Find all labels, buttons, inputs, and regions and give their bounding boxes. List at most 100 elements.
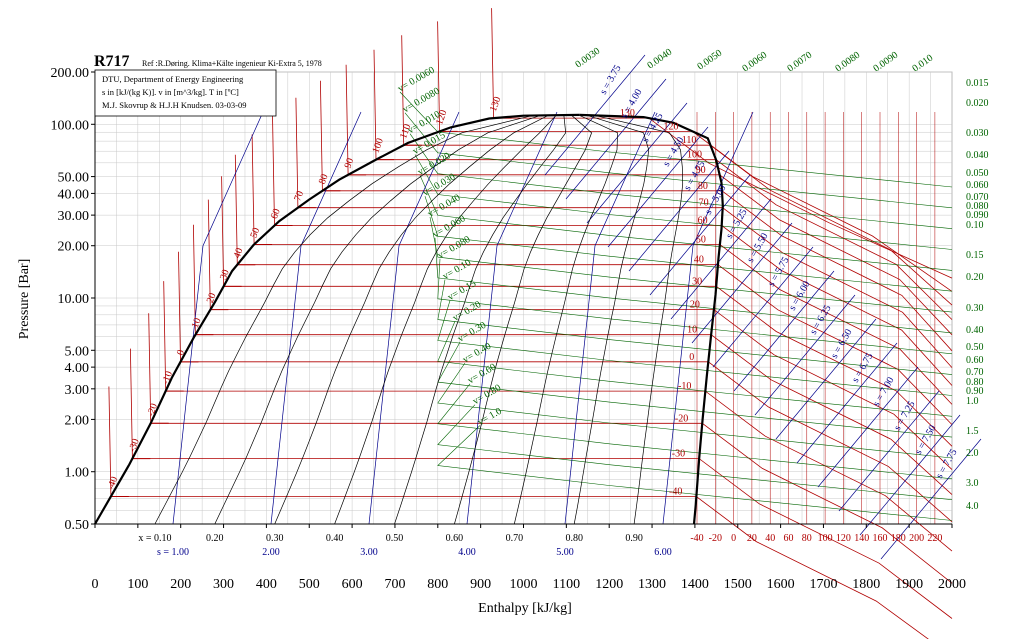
- isochore-top-label: 0.0030: [573, 46, 602, 71]
- isentrope-label: 5.00: [556, 547, 574, 558]
- isotherm-line: [272, 115, 953, 386]
- isochore-top-label: 0.010: [910, 53, 935, 75]
- isochore-edge-label: 0.20: [966, 272, 984, 283]
- isentrope-line: [172, 111, 264, 525]
- isochore-edge-label: 4.0: [966, 501, 979, 512]
- chart-title: R717: [94, 53, 130, 70]
- y-tick-label: 200.00: [51, 66, 90, 81]
- y-tick-label: 1.00: [65, 466, 90, 481]
- isochore-line: [424, 196, 953, 292]
- quality-line: [596, 115, 684, 525]
- isochore-line: [434, 237, 953, 334]
- isentrope-line: [466, 111, 558, 525]
- quality-line: [394, 115, 567, 525]
- info-box: [94, 69, 277, 117]
- y-tick-label: 0.50: [65, 518, 90, 533]
- isochore-top-label: 0.0050: [695, 48, 724, 73]
- quality-line: [154, 115, 532, 525]
- isotherm-label-liquid: 0: [175, 348, 187, 356]
- isentrope-superheat-line: [859, 414, 961, 536]
- y-tick-label: 100.00: [51, 118, 90, 133]
- x-tick-label: 1800: [852, 577, 880, 592]
- isotherm-line: [345, 64, 953, 336]
- isochore-edge-label: 0.050: [966, 168, 989, 179]
- saturated-vapor-line: [579, 113, 724, 525]
- isentrope-superheat-line: [712, 246, 814, 368]
- grid: [94, 71, 953, 525]
- isochore-edge-label: 0.30: [966, 303, 984, 314]
- isentrope-superheat-line: [607, 126, 709, 248]
- isochore-line: [437, 258, 953, 355]
- quality-label: 0.80: [565, 533, 583, 544]
- isotherm-label-liquid: 100: [370, 137, 385, 155]
- isochore-top-label: 0.0040: [645, 47, 674, 72]
- isochore-edge-label: 1.5: [966, 426, 979, 437]
- superheat-isotherm-label: 40: [765, 533, 775, 544]
- isotherm-label-liquid: 50: [249, 226, 263, 239]
- isotherm-label-liquid: 90: [343, 157, 357, 170]
- isotherm-label-vapor: 50: [696, 234, 706, 245]
- isotherm-label-liquid: 30: [218, 268, 232, 281]
- isotherm-label-liquid: 40: [232, 247, 246, 260]
- isotherm-label-liquid: 80: [317, 173, 331, 186]
- isochore-edge-label: 0.015: [966, 78, 989, 89]
- superheat-isotherm-label: 180: [891, 533, 906, 544]
- isochore-edge-label: 0.60: [966, 355, 984, 366]
- isotherm-label-liquid: -40: [105, 475, 120, 491]
- isochore-line: [437, 425, 953, 521]
- isotherm-label-liquid: 60: [269, 207, 283, 220]
- isochore-line: [429, 217, 953, 313]
- quality-label: 0.20: [206, 533, 224, 544]
- isochore-label: v= 0.80: [471, 382, 503, 407]
- isentrope-superheat-label: s = 3.75: [598, 63, 624, 96]
- isochore-line: [437, 300, 953, 396]
- quality-line: [573, 115, 650, 525]
- quality-line: [513, 115, 618, 525]
- y-tick-label: 3.00: [65, 383, 90, 398]
- isotherm-line: [373, 49, 953, 320]
- y-axis-label: Pressure [Bar]: [17, 259, 32, 339]
- superheat-isotherm-label: 80: [802, 533, 812, 544]
- superheat-isotherm-label: 120: [836, 533, 851, 544]
- isochore-edge-label: 0.90: [966, 386, 984, 397]
- isentrope-superheat-label: s = 4.50: [661, 135, 687, 168]
- isentrope-superheat-line: [775, 318, 877, 440]
- isochore-line: [409, 133, 953, 229]
- quality-label: 0.90: [625, 533, 643, 544]
- isotherm-line: [234, 154, 953, 425]
- isotherm-label-vapor: 100: [687, 150, 702, 161]
- isotherm-line: [148, 313, 953, 584]
- isochore-edge-label: 0.080: [966, 201, 989, 212]
- isotherm-label-liquid: -10: [160, 370, 175, 386]
- isotherm-label-liquid: 130: [488, 95, 503, 113]
- isotherm-line: [130, 348, 953, 619]
- isentrope-superheat-line: [796, 342, 898, 464]
- isentrope-label: 3.00: [360, 547, 378, 558]
- isotherm-label-liquid: 20: [205, 292, 219, 305]
- x-tick-label: 1900: [895, 577, 923, 592]
- y-tick-label: 4.00: [65, 361, 90, 376]
- y-tick-label: 5.00: [65, 344, 90, 359]
- isentrope-superheat-line: [628, 150, 730, 272]
- saturation-dome: [94, 113, 724, 525]
- isochore-label: v= 0.15: [446, 278, 478, 303]
- isotherm-label-liquid: 120: [434, 109, 449, 127]
- x-tick-label: 800: [427, 577, 448, 592]
- saturated-liquid-line: [94, 113, 580, 525]
- isotherm-label-liquid: 10: [190, 317, 204, 330]
- y-tick-label: 50.00: [58, 171, 90, 186]
- x-tick-label: 2000: [938, 577, 966, 592]
- isotherm-line: [178, 251, 953, 523]
- info-line-3: M.J. Skovrup & H.J.H Knudsen. 03-03-09: [102, 100, 247, 110]
- isentrope-line: [662, 111, 754, 525]
- isochore-top-label: 0.0090: [871, 50, 900, 75]
- isochore-edge-label: 0.040: [966, 150, 989, 161]
- isotherm-label-vapor: 130: [620, 108, 635, 119]
- isotherm-label-vapor: 120: [663, 121, 678, 132]
- isochore-edge-label: 0.50: [966, 342, 984, 353]
- isotherm-line: [437, 21, 953, 292]
- isochore-label: v= 0.10: [441, 257, 473, 282]
- superheat-isotherm-label: -20: [709, 533, 722, 544]
- isotherm-line: [108, 386, 929, 639]
